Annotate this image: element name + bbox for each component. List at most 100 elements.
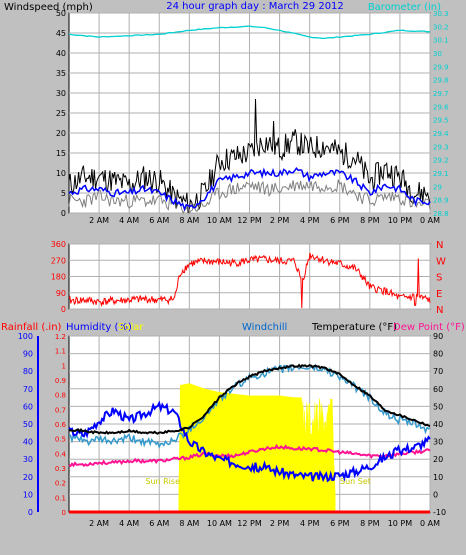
barometer-tick-label: 29.4 (433, 130, 449, 138)
temperature-tick-label: 20 (433, 455, 443, 464)
rainfall-tick-label: 0.8 (55, 392, 66, 400)
barometer-tick-label: 29 (433, 183, 442, 191)
humidity-tick-label: 0 (28, 508, 33, 517)
wind-marks (68, 25, 431, 215)
windchill-axis-label: Windchill (242, 322, 287, 333)
time-tick-label: 2 AM (89, 216, 109, 225)
windspeed-tick-label: 40 (56, 49, 66, 58)
direction-marks (68, 252, 431, 309)
rainfall-tick-label: 0.1 (55, 494, 66, 502)
time-tick-label: 6 PM (330, 216, 349, 225)
humidity-tick-label: 80 (23, 367, 33, 376)
temperature-axis-label: Temperature (°F) (311, 322, 397, 333)
windspeed-tick-label: 10 (56, 169, 66, 178)
time-tick-label: 12 PM (237, 519, 262, 528)
temperature-tick-label: -10 (433, 508, 446, 517)
compass-label: W (436, 256, 446, 267)
barometer-tick-label: 29.3 (433, 143, 449, 151)
barometer-tick-label: 29.9 (433, 63, 449, 71)
temperature-tick-label: 60 (433, 385, 443, 394)
time-tick-label: 10 PM (388, 216, 413, 225)
humidity-tick-label: 40 (23, 438, 33, 447)
humidity-tick-label: 30 (23, 455, 33, 464)
barometer-tick-label: 28.8 (433, 210, 449, 218)
time-tick-label: 0 AM (420, 216, 440, 225)
windspeed-tick-label: 50 (56, 9, 66, 18)
windspeed-tick-label: 15 (56, 149, 66, 158)
direction-tick-label: 90 (56, 289, 66, 298)
direction-tick-label: 360 (51, 240, 66, 249)
windspeed-tick-label: 25 (56, 109, 66, 118)
wind-barometer-panel: 0 5 10 15 20 25 30 35 40 45 50 28.8 28.9 29 29.1 29.2 29… (4, 1, 449, 225)
dewpoint-line (68, 443, 431, 468)
temperature-axes: 0 0.1 0.2 0.3 0.4 0.5 0.6 0.7 0.8 0.9 1 1.1 1.2 0 10 20… (18, 332, 446, 528)
time-tick-label: 10 AM (207, 216, 232, 225)
time-tick-label: 2 PM (270, 216, 289, 225)
barometer-tick-label: 28.9 (433, 197, 449, 205)
compass-label: S (436, 273, 442, 284)
barometer-tick-label: 30.2 (433, 23, 449, 31)
windspeed-tick-label: 20 (56, 129, 66, 138)
direction-tick-label: 270 (51, 256, 66, 265)
humidity-tick-label: 90 (23, 350, 33, 359)
windspeed-axis-label: Windspeed (mph) (4, 2, 93, 13)
compass-label: N (436, 240, 443, 251)
temperature-tick-label: 80 (433, 350, 443, 359)
rainfall-tick-label: 0.9 (55, 377, 66, 385)
barometer-tick-label: 29.7 (433, 90, 449, 98)
sunrise-annotation: Sun Rise (145, 477, 180, 486)
sunset-annotation: Sun Set (340, 477, 371, 486)
windspeed-tick-label: 45 (56, 29, 66, 38)
windspeed-line (68, 166, 431, 212)
humidity-tick-label: 20 (23, 473, 33, 482)
compass-label: N (436, 305, 443, 316)
rainfall-tick-label: 1 (62, 362, 66, 370)
windspeed-tick-label: 35 (56, 69, 66, 78)
windspeed-tick-label: 30 (56, 89, 66, 98)
humidity-tick-label: 50 (23, 420, 33, 429)
time-tick-label: 2 AM (89, 519, 109, 528)
time-tick-label: 6 AM (149, 519, 169, 528)
wind-axes: 0 5 10 15 20 25 30 35 40 45 50 28.8 28.9 29 29.1 29.2 29… (56, 9, 449, 225)
temperature-line (68, 363, 431, 435)
time-tick-label: 4 AM (119, 216, 139, 225)
temperature-tick-label: 90 (433, 332, 443, 341)
temperature-tick-label: 50 (433, 402, 443, 411)
humidity-line (68, 400, 431, 483)
temperature-tick-label: 70 (433, 367, 443, 376)
temperature-tick-label: 10 (433, 473, 443, 482)
dewpoint-axis-label: Dew Point (°F) (393, 322, 465, 333)
temperature-tick-label: 0 (433, 490, 438, 499)
time-tick-label: 8 PM (360, 216, 379, 225)
solar-axis-label: Solar (118, 322, 144, 333)
temperature-tick-label: 30 (433, 438, 443, 447)
rainfall-tick-label: 0.4 (55, 450, 67, 458)
rainfall-axis-label: Rainfall (.in) (1, 322, 62, 333)
barometer-tick-label: 30.1 (433, 37, 449, 45)
barometer-tick-label: 30 (433, 50, 442, 58)
rainfall-tick-label: 0.7 (55, 406, 66, 414)
time-tick-label: 4 AM (119, 519, 139, 528)
barometer-tick-label: 29.8 (433, 77, 449, 85)
barometer-tick-label: 29.6 (433, 103, 449, 111)
humidity-axis-label: Humidity (%) (66, 322, 132, 333)
gust-line (68, 98, 431, 214)
time-tick-label: 6 AM (149, 216, 169, 225)
rainfall-tick-label: 1.2 (55, 333, 66, 341)
humidity-tick-label: 70 (23, 385, 33, 394)
time-tick-label: 6 PM (330, 519, 349, 528)
compass-label: E (436, 289, 442, 300)
windspeed-tick-label: 5 (61, 189, 66, 198)
time-tick-label: 4 PM (300, 519, 319, 528)
direction-tick-label: 0 (61, 305, 66, 314)
rainfall-tick-label: 0 (62, 509, 66, 517)
temperature-tick-label: 40 (433, 420, 443, 429)
chart-title: 24 hour graph day : March 29 2012 (166, 1, 344, 12)
time-tick-label: 10 AM (207, 519, 232, 528)
rainfall-tick-label: 0.6 (55, 421, 67, 429)
humidity-tick-label: 100 (18, 332, 33, 341)
time-tick-label: 4 PM (300, 216, 319, 225)
barometer-tick-label: 30.3 (433, 10, 449, 18)
